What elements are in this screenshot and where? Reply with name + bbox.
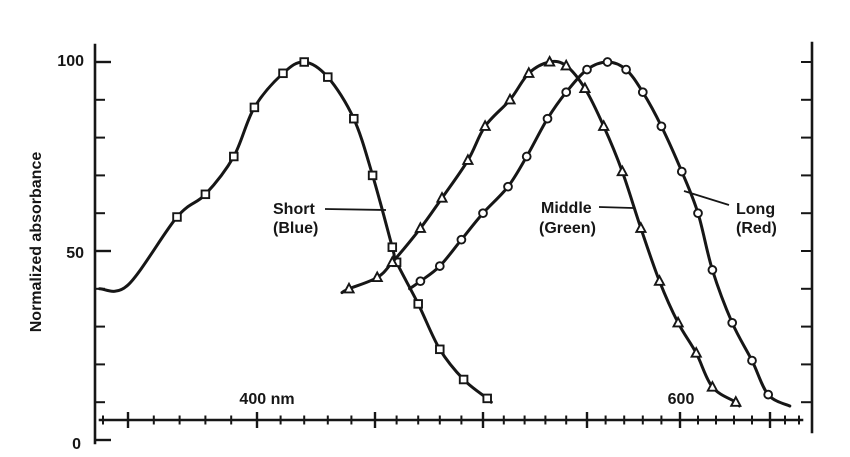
long-red-marker	[676, 166, 687, 177]
short-blue-marker	[299, 57, 309, 67]
annotation-short: Short (Blue)	[273, 201, 387, 237]
y-axis-title: Normalized absorbance	[28, 152, 45, 333]
middle-green-curve	[340, 59, 741, 408]
middle-green-marker	[671, 315, 685, 328]
long-label-line2: (Red)	[736, 220, 777, 237]
right-axis	[801, 41, 814, 434]
long-red-marker	[693, 208, 703, 219]
curves	[98, 54, 792, 408]
y-tick-label-100: 100	[57, 53, 84, 70]
middle-green-marker	[690, 346, 703, 358]
middle-green-marker	[543, 54, 556, 67]
short-pointer-line	[324, 208, 387, 211]
long-red-marker	[478, 208, 488, 219]
long-red-marker	[503, 181, 513, 192]
short-blue-series	[98, 57, 493, 404]
middle-green-marker	[435, 191, 449, 203]
short-blue-marker	[435, 344, 445, 355]
long-red-marker	[621, 64, 631, 75]
short-blue-marker	[482, 393, 492, 404]
y-tick-label-50: 50	[66, 245, 84, 262]
annotation-middle: Middle (Green)	[539, 200, 634, 237]
short-blue-marker	[323, 72, 333, 82]
long-red-series	[408, 57, 792, 408]
short-blue-marker	[172, 212, 182, 222]
middle-green-marker	[578, 81, 592, 94]
short-label-line1: Short	[273, 201, 315, 218]
middle-label-line2: (Green)	[539, 220, 596, 237]
x-axis-ticks	[102, 412, 800, 428]
middle-green-marker	[342, 281, 356, 294]
short-blue-markers	[172, 57, 492, 404]
long-red-marker	[456, 234, 467, 245]
long-red-marker	[747, 355, 757, 366]
long-red-marker	[582, 64, 592, 75]
long-red-marker	[602, 57, 613, 67]
middle-green-marker	[729, 395, 742, 407]
middle-green-marker	[560, 58, 573, 71]
long-red-marker	[707, 265, 718, 275]
middle-green-marker	[414, 221, 427, 233]
middle-green-markers	[342, 54, 742, 407]
short-blue-marker	[278, 68, 288, 79]
long-red-marker	[656, 121, 667, 132]
x-tick-label-400nm: 400 nm	[239, 391, 294, 408]
middle-pointer-line	[598, 206, 634, 209]
y-tick-label-0: 0	[72, 436, 81, 453]
middle-green-series	[340, 54, 742, 408]
y-axis-ticks	[95, 60, 111, 442]
long-red-marker	[521, 151, 532, 162]
long-pointer-line	[683, 190, 730, 206]
short-blue-marker	[200, 189, 211, 200]
long-red-marker	[434, 261, 445, 271]
x-axis: 400 nm 600	[98, 391, 804, 428]
right-axis-ticks	[801, 61, 812, 404]
short-blue-marker	[349, 113, 359, 124]
long-red-marker	[727, 317, 738, 328]
long-red-markers	[415, 57, 774, 400]
short-blue-marker	[229, 151, 239, 162]
middle-green-marker	[503, 92, 517, 105]
short-blue-marker	[249, 102, 260, 113]
middle-green-marker	[461, 153, 475, 165]
middle-green-marker	[478, 119, 492, 131]
long-red-marker	[561, 87, 572, 98]
x-tick-label-600: 600	[668, 391, 695, 408]
middle-green-marker	[653, 274, 666, 286]
middle-green-marker	[371, 270, 384, 283]
middle-green-marker	[706, 380, 719, 392]
middle-green-marker	[597, 119, 610, 131]
annotation-long: Long (Red)	[683, 190, 777, 237]
middle-green-marker	[634, 221, 648, 233]
short-blue-marker	[458, 374, 469, 385]
long-red-marker	[763, 389, 774, 400]
long-label-line1: Long	[736, 201, 775, 218]
middle-green-marker	[386, 255, 399, 267]
middle-green-marker	[616, 164, 629, 177]
y-axis: 100 50 0 Normalized absorbance	[28, 43, 111, 453]
long-red-marker	[542, 113, 553, 124]
middle-green-marker	[522, 66, 535, 78]
long-red-curve	[408, 60, 792, 408]
short-label-line2: (Blue)	[273, 220, 318, 237]
long-red-marker	[637, 87, 648, 98]
middle-label-line1: Middle	[541, 200, 592, 217]
short-blue-marker	[367, 170, 378, 181]
short-blue-marker	[387, 242, 398, 252]
long-red-marker	[415, 276, 426, 287]
short-blue-marker	[413, 299, 423, 309]
